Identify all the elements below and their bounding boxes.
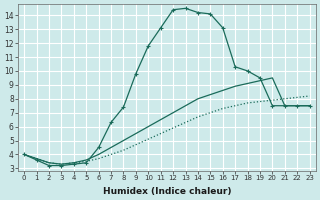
X-axis label: Humidex (Indice chaleur): Humidex (Indice chaleur) — [103, 187, 231, 196]
